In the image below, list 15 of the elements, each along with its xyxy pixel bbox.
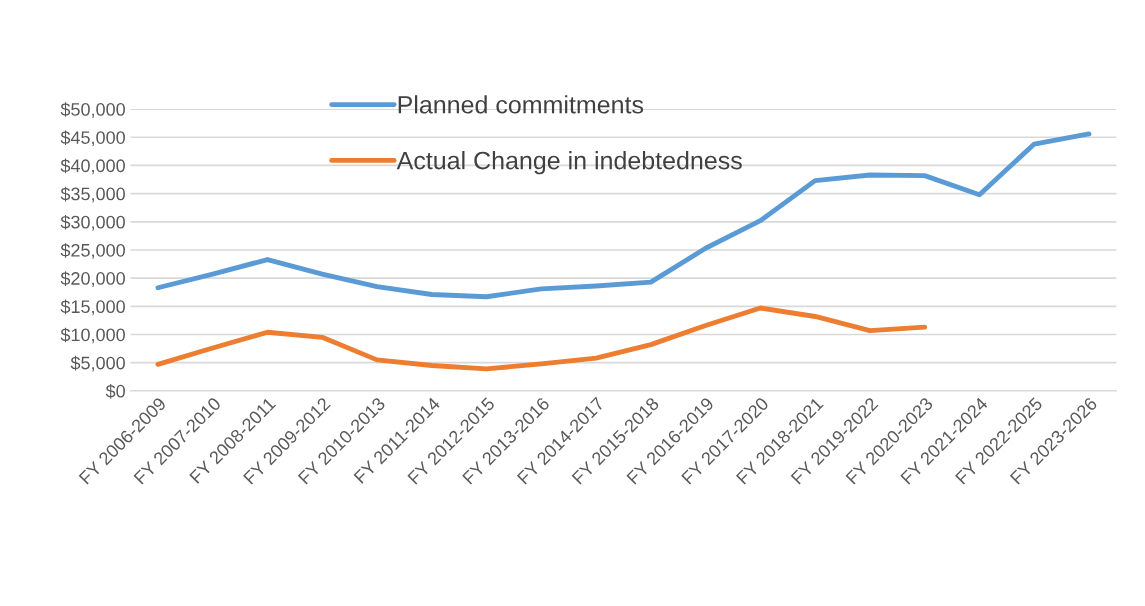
y-tick-label: $50,000 [60, 102, 125, 118]
legend-label: Planned commitments [398, 95, 644, 114]
y-tick-label: $30,000 [60, 214, 125, 231]
y-tick-label: $45,000 [60, 130, 125, 147]
legend-label: Actual Change in indebtedness [396, 151, 742, 175]
line-series [155, 305, 928, 372]
y-tick-label: $40,000 [60, 158, 125, 175]
y-tick-label: $0 [105, 384, 125, 399]
y-tick-label: $15,000 [60, 299, 125, 316]
y-tick-label: $35,000 [60, 186, 125, 203]
y-tick-label: $20,000 [60, 271, 125, 288]
y-tick-label: $25,000 [60, 243, 125, 259]
y-tick-label: $10,000 [60, 327, 125, 344]
line-series [155, 131, 1092, 300]
y-tick-label: $5,000 [70, 355, 125, 372]
